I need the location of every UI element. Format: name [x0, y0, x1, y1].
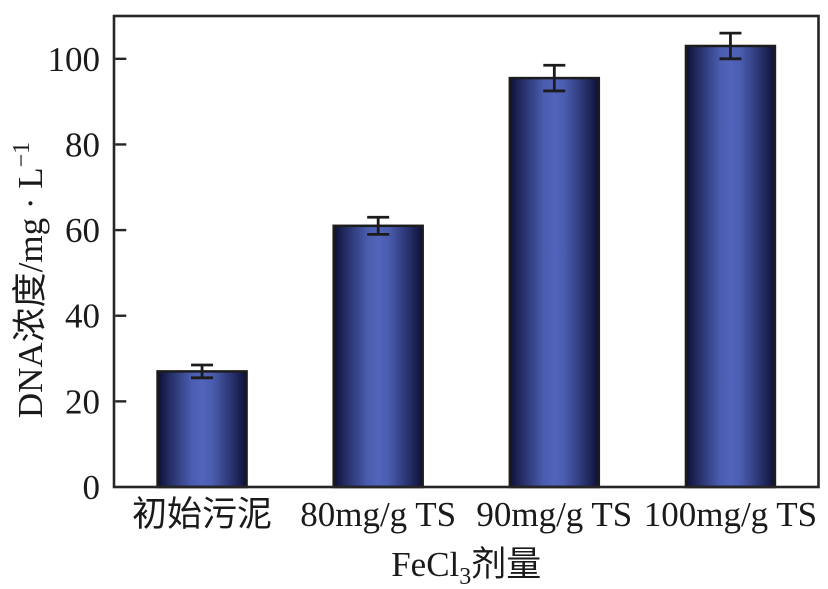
bar-2: [508, 76, 601, 489]
bar-1: [332, 224, 424, 489]
y-tick-label-3: 60: [65, 211, 100, 250]
y-tick-label-1: 20: [65, 382, 100, 421]
x-tick-label-1: 80mg/g TS: [300, 495, 456, 534]
error-bar-0: [191, 363, 214, 380]
error-bar-3: [719, 31, 742, 61]
plot-border: [112, 14, 820, 489]
bar-0: [156, 370, 248, 489]
error-bar-1: [367, 215, 390, 236]
y-tick-label-2: 40: [65, 297, 100, 336]
bar-3: [684, 44, 777, 489]
error-bar-2: [543, 63, 566, 93]
x-axis-title: FeCl3剂量: [391, 545, 541, 589]
x-tick-label-3: 100mg/g TS: [644, 495, 817, 534]
y-tick-label-5: 100: [48, 40, 101, 79]
x-tick-label-2: 90mg/g TS: [476, 495, 632, 534]
y-axis-title: DNA浓度/mg · L−1: [9, 142, 50, 418]
x-tick-label-0: 初始污泥: [132, 495, 272, 534]
y-tick-label-4: 80: [65, 125, 100, 164]
y-tick-label-0: 0: [83, 468, 101, 507]
